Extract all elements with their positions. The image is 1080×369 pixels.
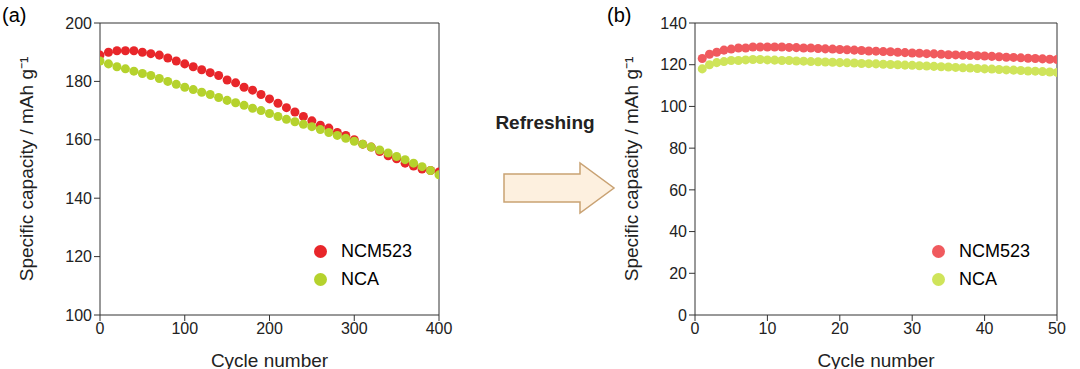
svg-text:20: 20 bbox=[831, 320, 849, 337]
html-text:(b): (b) bbox=[607, 4, 632, 26]
svg-text:120: 120 bbox=[65, 248, 92, 265]
svg-text:10: 10 bbox=[759, 320, 777, 337]
svg-text:Specific capacity / mAh g⁻¹: Specific capacity / mAh g⁻¹ bbox=[16, 57, 37, 282]
svg-text:0: 0 bbox=[678, 307, 687, 324]
svg-text:200: 200 bbox=[256, 320, 283, 337]
svg-text:80: 80 bbox=[669, 140, 687, 157]
svg-text:50: 50 bbox=[1048, 320, 1066, 337]
svg-text:200: 200 bbox=[65, 15, 92, 32]
svg-text:40: 40 bbox=[976, 320, 994, 337]
html-text:Refreshing: Refreshing bbox=[495, 112, 595, 133]
html-text:NCA: NCA bbox=[959, 268, 997, 289]
svg-text:160: 160 bbox=[65, 131, 92, 148]
svg-text:30: 30 bbox=[903, 320, 921, 337]
svg-text:Specific capacity / mAh g⁻¹: Specific capacity / mAh g⁻¹ bbox=[621, 57, 642, 282]
svg-text:120: 120 bbox=[660, 56, 687, 73]
svg-text:40: 40 bbox=[669, 223, 687, 240]
svg-text:400: 400 bbox=[426, 320, 453, 337]
html-text:NCM523: NCM523 bbox=[341, 240, 412, 261]
svg-text:100: 100 bbox=[660, 98, 687, 115]
svg-text:300: 300 bbox=[341, 320, 368, 337]
svg-text:100: 100 bbox=[65, 307, 92, 324]
svg-text:0: 0 bbox=[96, 320, 105, 337]
svg-text:60: 60 bbox=[669, 182, 687, 199]
html-text:NCM523: NCM523 bbox=[959, 240, 1030, 261]
html-text:(a): (a) bbox=[2, 4, 27, 26]
svg-text:100: 100 bbox=[171, 320, 198, 337]
svg-text:20: 20 bbox=[669, 265, 687, 282]
svg-text:140: 140 bbox=[660, 15, 687, 32]
html-text:NCA: NCA bbox=[341, 268, 379, 289]
svg-text:140: 140 bbox=[65, 190, 92, 207]
svg-text:Cycle number: Cycle number bbox=[211, 350, 329, 369]
svg-text:0: 0 bbox=[691, 320, 700, 337]
svg-text:Cycle number: Cycle number bbox=[817, 350, 935, 369]
svg-text:180: 180 bbox=[65, 73, 92, 90]
